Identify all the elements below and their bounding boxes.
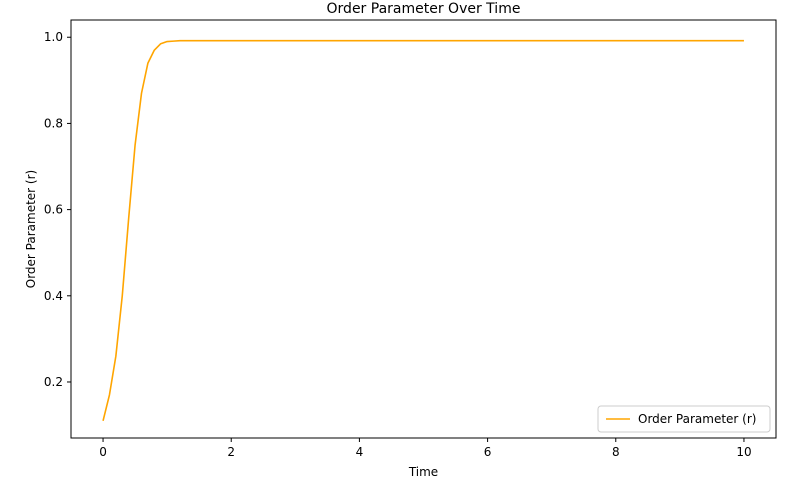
y-tick-label: 1.0 [44,30,63,44]
y-tick-label: 0.6 [44,203,63,217]
x-tick-label: 10 [736,445,751,459]
x-tick-label: 8 [612,445,620,459]
legend-box [597,405,771,433]
x-axis: 0 2 4 6 8 10 [99,438,752,459]
y-tick-label: 0.4 [44,289,63,303]
x-tick-label: 2 [227,445,235,459]
chart-title: Order Parameter Over Time [327,1,521,17]
x-tick-label: 0 [99,445,107,459]
plot-area [102,39,744,421]
x-axis-label: Time [408,465,438,479]
x-tick-label: 6 [484,445,492,459]
y-tick-label: 0.2 [44,375,63,389]
y-axis-label: Order Parameter (r) [24,170,38,288]
y-tick-label: 0.8 [44,116,63,130]
legend-label: Order Parameter (r) [638,412,756,426]
x-tick-label: 4 [356,445,364,459]
plot-frame [70,19,777,439]
legend: Order Parameter (r) [597,405,771,433]
y-axis: 0.2 0.4 0.6 0.8 1.0 [44,30,71,389]
series-line [102,39,744,421]
